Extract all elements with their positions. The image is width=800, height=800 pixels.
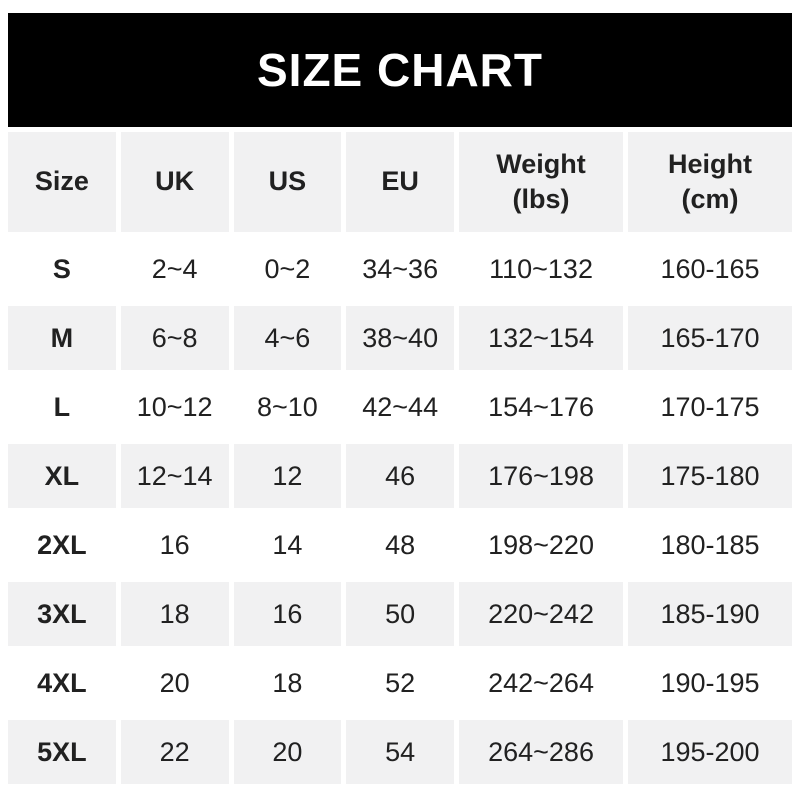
size-table: Size UK US EU Weight (lbs) Height (cm) S… (3, 127, 797, 789)
cell-size: 3XL (8, 582, 116, 646)
table-row: 4XL 20 18 52 242~264 190-195 (8, 651, 792, 715)
cell-size: 2XL (8, 513, 116, 577)
cell-eu: 54 (346, 720, 455, 784)
column-header-uk: UK (120, 132, 229, 232)
cell-size: 4XL (8, 651, 116, 715)
cell-size: XL (8, 444, 116, 508)
cell-size: L (8, 375, 116, 439)
cell-weight_lbs: 110~132 (459, 237, 623, 301)
column-header-eu: EU (346, 132, 455, 232)
table-row: M 6~8 4~6 38~40 132~154 165-170 (8, 306, 792, 370)
cell-us: 18 (233, 651, 342, 715)
cell-weight_lbs: 264~286 (459, 720, 623, 784)
cell-weight_lbs: 220~242 (459, 582, 623, 646)
cell-us: 20 (233, 720, 342, 784)
table-row: S 2~4 0~2 34~36 110~132 160-165 (8, 237, 792, 301)
cell-weight_lbs: 242~264 (459, 651, 623, 715)
cell-us: 8~10 (233, 375, 342, 439)
cell-uk: 12~14 (120, 444, 229, 508)
cell-us: 0~2 (233, 237, 342, 301)
header-row: Size UK US EU Weight (lbs) Height (cm) (8, 132, 792, 232)
cell-us: 4~6 (233, 306, 342, 370)
column-header-size: Size (8, 132, 116, 232)
cell-weight_lbs: 154~176 (459, 375, 623, 439)
cell-size: 5XL (8, 720, 116, 784)
table-row: 3XL 18 16 50 220~242 185-190 (8, 582, 792, 646)
column-header-weight: Weight (lbs) (459, 132, 623, 232)
table-row: 5XL 22 20 54 264~286 195-200 (8, 720, 792, 784)
cell-eu: 48 (346, 513, 455, 577)
cell-eu: 46 (346, 444, 455, 508)
cell-weight_lbs: 176~198 (459, 444, 623, 508)
cell-uk: 20 (120, 651, 229, 715)
cell-eu: 52 (346, 651, 455, 715)
cell-uk: 10~12 (120, 375, 229, 439)
cell-uk: 22 (120, 720, 229, 784)
cell-us: 12 (233, 444, 342, 508)
size-table-body: S 2~4 0~2 34~36 110~132 160-165 M 6~8 4~6 38~40 13… (8, 237, 792, 784)
cell-weight_lbs: 198~220 (459, 513, 623, 577)
column-header-us: US (233, 132, 342, 232)
column-header-height: Height (cm) (628, 132, 792, 232)
cell-height_cm: 180-185 (628, 513, 792, 577)
size-chart-banner: SIZE CHART (8, 13, 792, 127)
cell-eu: 50 (346, 582, 455, 646)
cell-size: M (8, 306, 116, 370)
cell-weight_lbs: 132~154 (459, 306, 623, 370)
cell-us: 14 (233, 513, 342, 577)
cell-size: S (8, 237, 116, 301)
banner-title: SIZE CHART (257, 44, 543, 96)
table-row: 2XL 16 14 48 198~220 180-185 (8, 513, 792, 577)
cell-us: 16 (233, 582, 342, 646)
size-table-header: Size UK US EU Weight (lbs) Height (cm) (8, 132, 792, 232)
cell-uk: 18 (120, 582, 229, 646)
table-row: L 10~12 8~10 42~44 154~176 170-175 (8, 375, 792, 439)
cell-uk: 16 (120, 513, 229, 577)
cell-height_cm: 190-195 (628, 651, 792, 715)
cell-height_cm: 175-180 (628, 444, 792, 508)
cell-height_cm: 170-175 (628, 375, 792, 439)
cell-height_cm: 195-200 (628, 720, 792, 784)
size-table-wrap: Size UK US EU Weight (lbs) Height (cm) S… (3, 127, 797, 789)
cell-eu: 34~36 (346, 237, 455, 301)
cell-height_cm: 185-190 (628, 582, 792, 646)
cell-eu: 42~44 (346, 375, 455, 439)
cell-uk: 2~4 (120, 237, 229, 301)
cell-height_cm: 165-170 (628, 306, 792, 370)
cell-uk: 6~8 (120, 306, 229, 370)
table-row: XL 12~14 12 46 176~198 175-180 (8, 444, 792, 508)
cell-height_cm: 160-165 (628, 237, 792, 301)
cell-eu: 38~40 (346, 306, 455, 370)
